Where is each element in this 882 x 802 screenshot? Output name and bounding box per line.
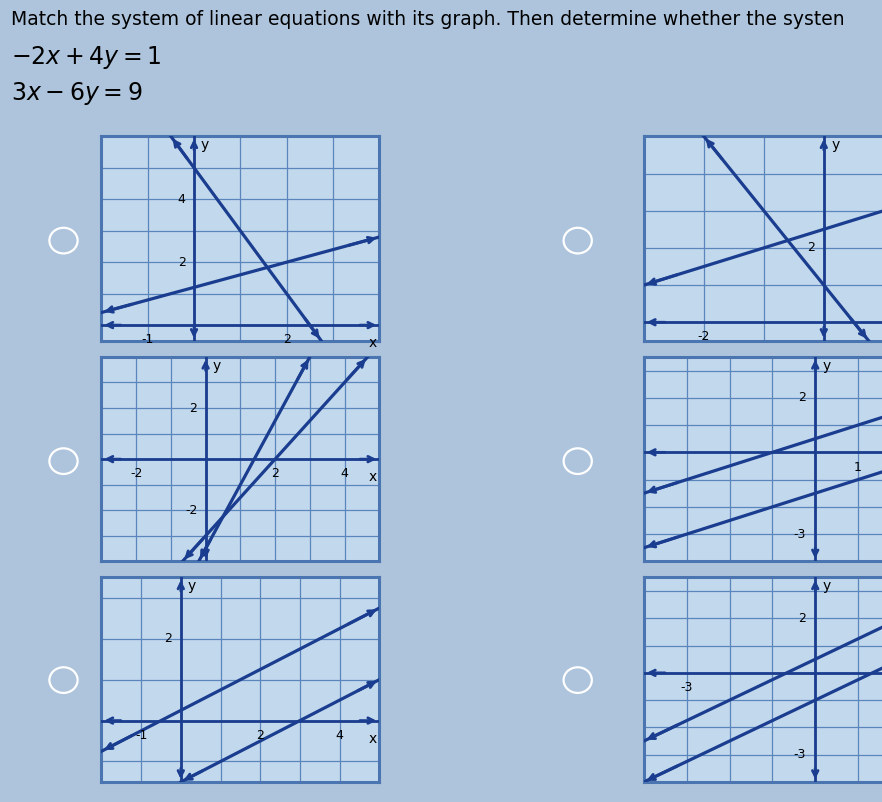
Text: -3: -3 (681, 681, 693, 694)
Text: Match the system of linear equations with its graph. Then determine whether the : Match the system of linear equations wit… (11, 10, 844, 29)
Text: -1: -1 (141, 334, 154, 346)
Text: 2: 2 (178, 256, 186, 269)
Text: y: y (188, 580, 196, 593)
Text: -2: -2 (130, 468, 142, 480)
Text: -2: -2 (698, 330, 710, 343)
Text: 2: 2 (798, 391, 806, 404)
Text: -3: -3 (794, 748, 806, 761)
Text: y: y (823, 359, 831, 373)
Text: 2: 2 (283, 334, 290, 346)
Text: x: x (368, 732, 377, 746)
Text: 4: 4 (336, 729, 343, 742)
Text: 2: 2 (807, 241, 815, 254)
Text: -1: -1 (135, 729, 147, 742)
Text: 2: 2 (190, 402, 198, 415)
Text: -3: -3 (794, 528, 806, 541)
Text: 2: 2 (798, 612, 806, 625)
Text: 2: 2 (165, 632, 173, 646)
Text: y: y (213, 359, 220, 373)
Text: $3x - 6y = 9$: $3x - 6y = 9$ (11, 80, 142, 107)
Text: y: y (831, 139, 840, 152)
Text: 4: 4 (178, 192, 186, 206)
Text: 2: 2 (271, 468, 279, 480)
Text: y: y (201, 139, 209, 152)
Text: 1: 1 (854, 460, 862, 473)
Text: $-2x + 4y = 1$: $-2x + 4y = 1$ (11, 44, 161, 71)
Text: 2: 2 (257, 729, 264, 742)
Text: x: x (368, 471, 377, 484)
Text: -2: -2 (185, 504, 198, 516)
Text: x: x (368, 336, 377, 350)
Text: 4: 4 (340, 468, 348, 480)
Text: y: y (823, 580, 831, 593)
